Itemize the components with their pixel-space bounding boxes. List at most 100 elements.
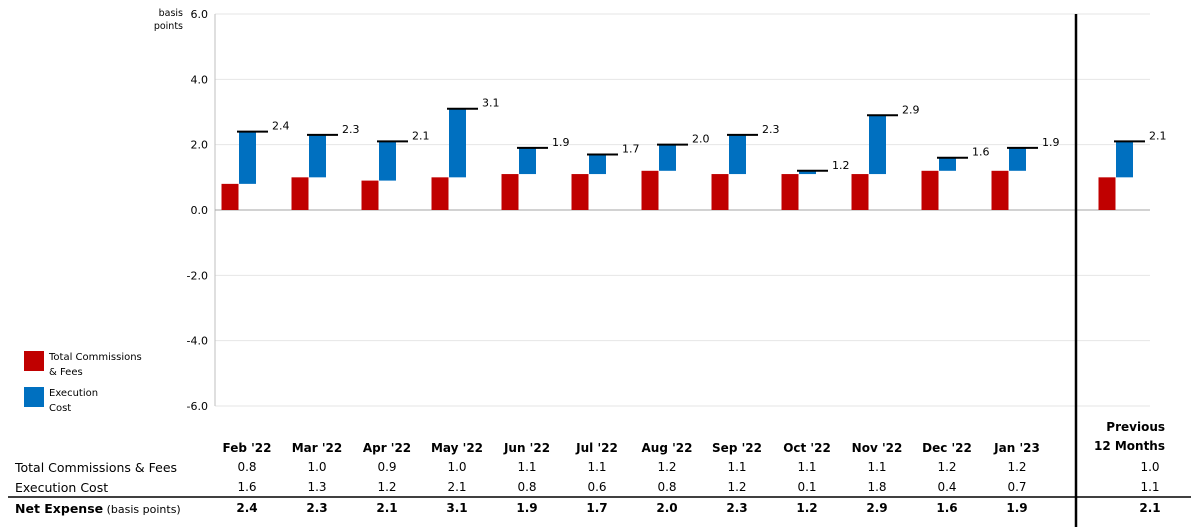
month-1-commissions-bar: [291, 177, 309, 210]
row-label-text: Total Commissions & Fees: [15, 460, 178, 475]
y-tick-label: 2.0: [191, 139, 209, 152]
previous-12-months-net-label: 2.1: [1149, 129, 1167, 142]
y-tick-label: 0.0: [191, 204, 209, 217]
month-10-execution-bar: [939, 157, 956, 171]
month-3-execution-bar: [449, 108, 466, 178]
month-3-net-label: 3.1: [482, 97, 500, 110]
table-cell: 2.9: [866, 501, 888, 515]
month-9-net-label: 2.9: [902, 103, 920, 116]
table-cell: 1.9: [516, 501, 538, 515]
category-label: Feb '22: [223, 441, 272, 455]
month-6-commissions-bar: [641, 170, 659, 210]
month-4-net-label: 1.9: [552, 136, 570, 149]
legend-label-line1: Total Commissions: [49, 352, 142, 363]
month-9-commissions-bar: [851, 174, 869, 210]
previous-12-months-commissions-bar: [1098, 177, 1116, 210]
month-3-commissions-bar: [431, 177, 449, 210]
table-cell: 0.7: [1007, 480, 1027, 494]
month-1-execution-bar: [309, 134, 326, 178]
y-tick-label: -4.0: [187, 335, 208, 348]
month-8-execution-bar: [799, 170, 816, 175]
month-8-commissions-bar: [781, 174, 799, 210]
y-tick-label: -2.0: [187, 269, 208, 282]
table-cell: 2.3: [306, 501, 328, 515]
row-label-text: Net Expense: [15, 501, 104, 516]
table-cell: 3.1: [446, 501, 468, 515]
table-cell: 0.6: [587, 480, 607, 494]
table-cell: 1.1: [797, 460, 817, 474]
table-cell: 2.4: [236, 501, 258, 515]
unit-label-line2: points: [154, 21, 183, 32]
row-label-text: Execution Cost: [15, 480, 109, 495]
month-11-execution-bar: [1009, 147, 1026, 171]
month-6-execution-bar: [659, 144, 676, 171]
table-cell: 1.2: [657, 460, 677, 474]
table-cell: 0.8: [237, 460, 257, 474]
month-7-execution-bar: [729, 134, 746, 175]
previous-header-line1: Previous: [1106, 420, 1165, 434]
category-label: Aug '22: [642, 441, 693, 455]
table-row-label: Execution Cost: [15, 480, 108, 495]
category-label: Dec '22: [922, 441, 972, 455]
category-label: May '22: [431, 441, 483, 455]
table-cell: 0.1: [797, 480, 817, 494]
table-cell: 1.6: [237, 480, 257, 494]
month-5-execution-bar: [589, 154, 606, 175]
month-0-execution-bar: [239, 131, 256, 184]
table-cell: 2.3: [726, 501, 748, 515]
month-5-net-label: 1.7: [622, 142, 640, 155]
month-11-net-label: 1.9: [1042, 136, 1060, 149]
month-5-commissions-bar: [571, 174, 589, 210]
table-cell: 1.2: [377, 480, 397, 494]
previous-12-months-header: Previous 12 Months: [1065, 418, 1165, 456]
table-cell: 1.9: [1006, 501, 1028, 515]
month-10-commissions-bar: [921, 170, 939, 210]
legend-label-line1: Execution: [49, 388, 99, 399]
table-cell: 1.1: [517, 460, 537, 474]
table-cell: 1.2: [937, 460, 957, 474]
table-cell: 1.2: [796, 501, 818, 515]
y-tick-label: 6.0: [191, 8, 209, 21]
month-10-net-label: 1.6: [972, 146, 990, 159]
legend-swatch: [24, 387, 44, 407]
month-0-commissions-bar: [221, 183, 239, 210]
month-8-net-label: 1.2: [832, 159, 850, 172]
table-cell: 1.6: [936, 501, 958, 515]
category-label: Jul '22: [575, 441, 618, 455]
y-tick-label: 4.0: [191, 73, 209, 86]
month-1-net-label: 2.3: [342, 123, 360, 136]
table-cell: 0.9: [377, 460, 397, 474]
table-cell: 1.8: [867, 480, 887, 494]
legend-swatch: [24, 351, 44, 371]
legend-label-line2: Cost: [49, 403, 72, 414]
month-2-execution-bar: [379, 141, 396, 181]
previous-12-months-execution-bar: [1116, 141, 1133, 178]
category-label: Jun '22: [503, 441, 550, 455]
month-7-commissions-bar: [711, 174, 729, 210]
previous-header-line2: 12 Months: [1093, 439, 1165, 453]
legend-label-line2: & Fees: [49, 367, 83, 378]
month-2-net-label: 2.1: [412, 129, 430, 142]
table-cell-previous-12-months: 2.1: [1139, 501, 1161, 515]
table-cell: 0.4: [937, 480, 957, 494]
table-cell: 1.1: [727, 460, 747, 474]
table-cell: 0.8: [517, 480, 537, 494]
table-cell: 0.8: [657, 480, 677, 494]
table-cell: 2.1: [447, 480, 467, 494]
table-cell: 1.1: [867, 460, 887, 474]
table-row-label: Total Commissions & Fees: [15, 460, 177, 475]
month-6-net-label: 2.0: [692, 133, 710, 146]
table-cell-previous-12-months: 1.1: [1140, 480, 1160, 494]
month-7-net-label: 2.3: [762, 123, 780, 136]
table-cell: 2.0: [656, 501, 678, 515]
table-cell-previous-12-months: 1.0: [1140, 460, 1160, 474]
table-cell: 2.1: [376, 501, 398, 515]
month-4-commissions-bar: [501, 174, 519, 210]
table-cell: 1.2: [727, 480, 747, 494]
category-label: Mar '22: [292, 441, 343, 455]
table-cell: 1.7: [586, 501, 608, 515]
month-4-execution-bar: [519, 147, 536, 175]
category-label: Nov '22: [852, 441, 903, 455]
y-tick-label: -6.0: [187, 400, 208, 413]
